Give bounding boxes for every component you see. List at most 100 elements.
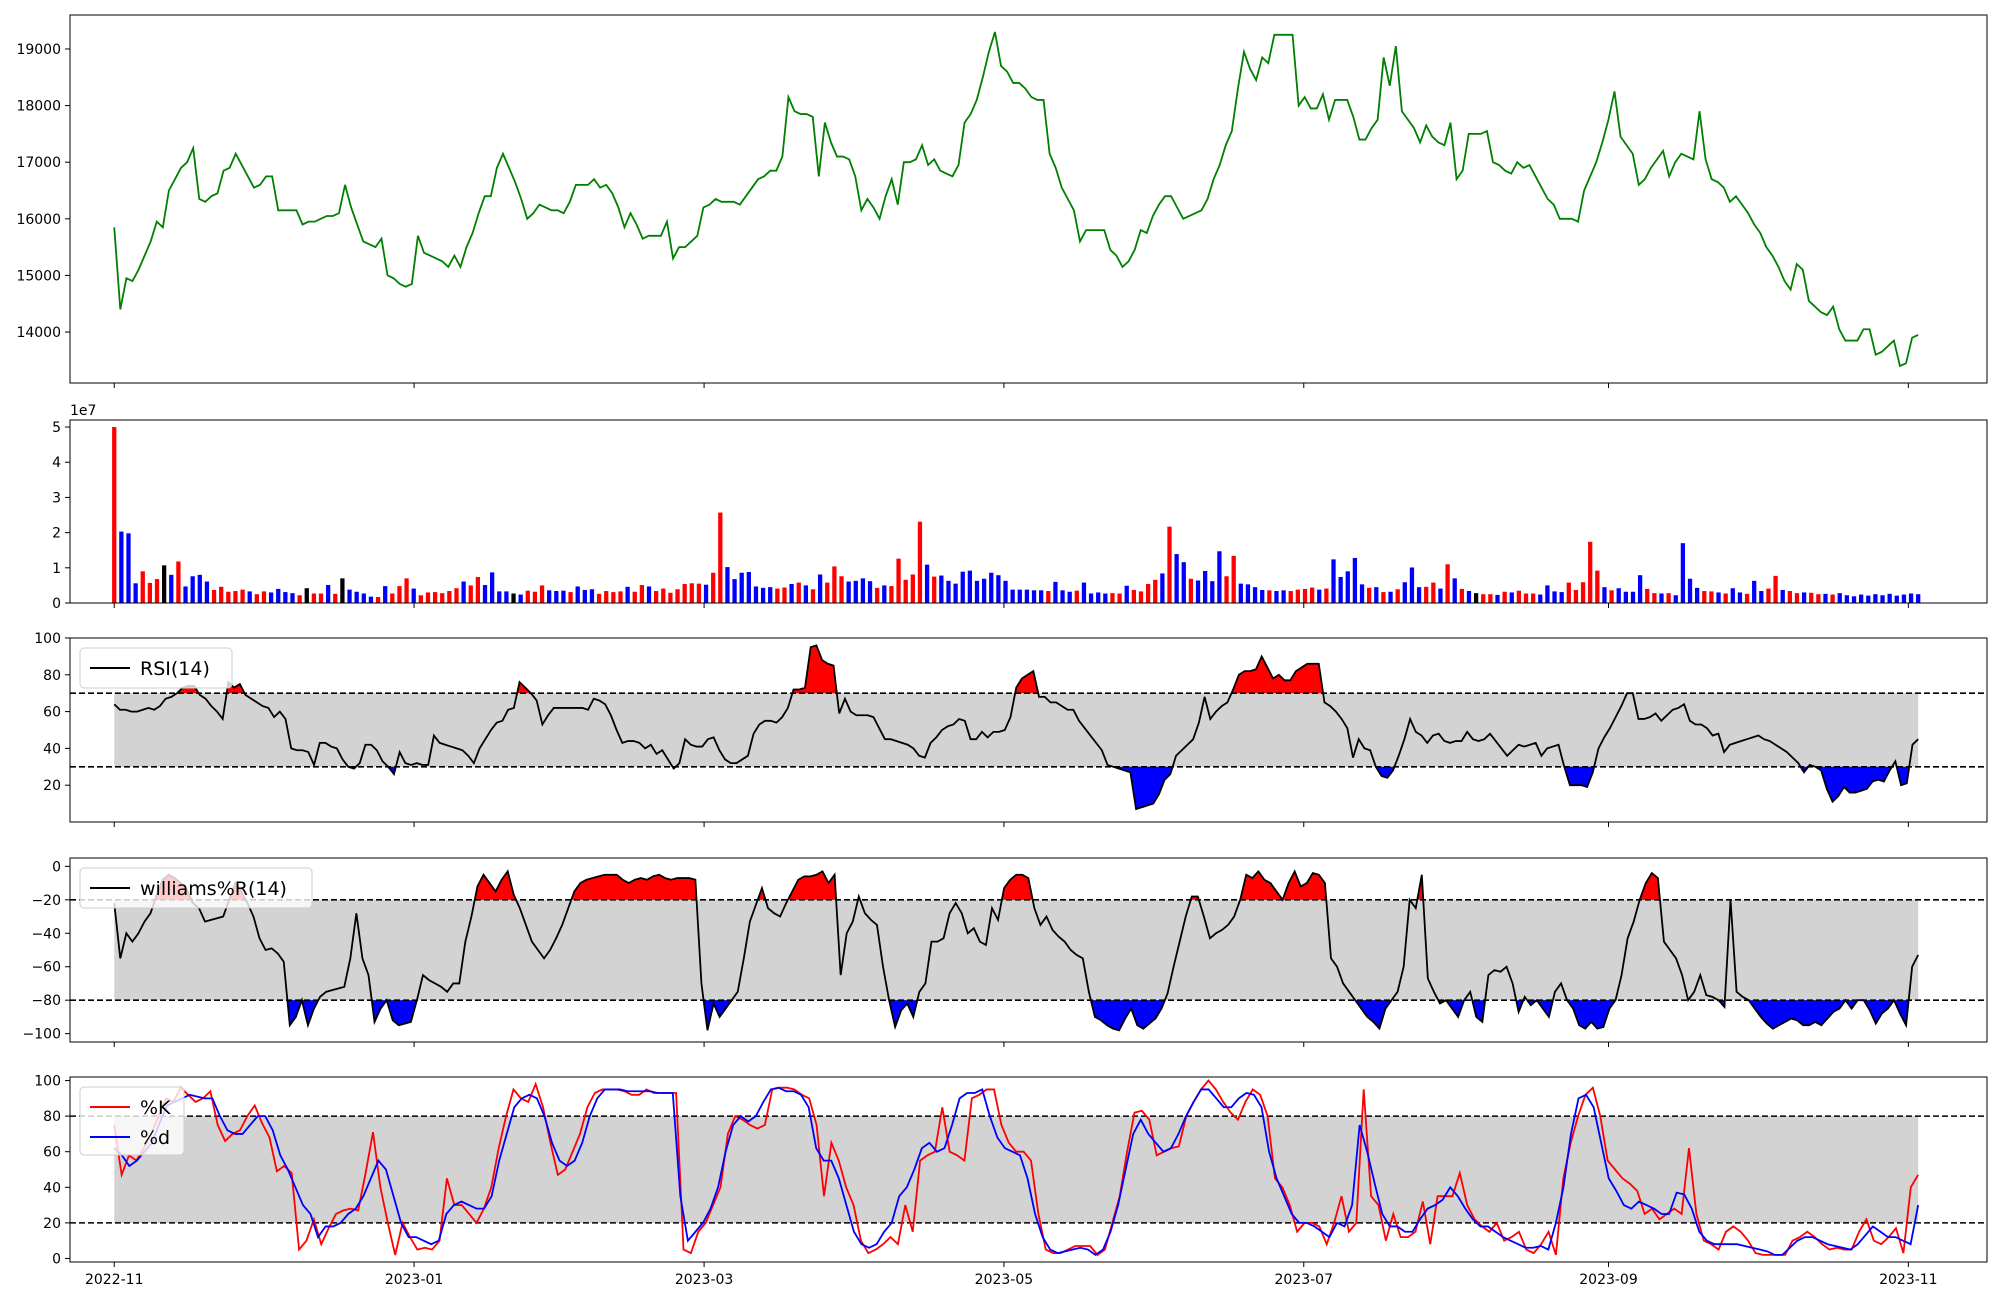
volume-bar bbox=[1117, 594, 1121, 604]
volume-bar bbox=[1695, 588, 1699, 603]
volume-bar bbox=[1602, 587, 1606, 603]
volume-bar bbox=[133, 583, 137, 603]
volume-bar bbox=[1702, 591, 1706, 603]
volume-bar bbox=[1895, 596, 1899, 603]
volume-bar bbox=[1880, 595, 1884, 603]
volume-bar bbox=[1488, 594, 1492, 603]
volume-bar bbox=[1552, 591, 1556, 603]
volume-bar bbox=[1588, 542, 1592, 603]
volume-bar bbox=[1182, 562, 1186, 603]
volume-bar bbox=[1388, 592, 1392, 603]
volume-bar bbox=[554, 591, 558, 603]
xtick-label: 2023-09 bbox=[1579, 1272, 1638, 1288]
volume-bar bbox=[868, 581, 872, 603]
price-line bbox=[114, 32, 1918, 366]
volume-bar bbox=[1018, 590, 1022, 603]
volume-bar bbox=[1781, 590, 1785, 603]
2-ytick-label: 40 bbox=[43, 741, 61, 757]
volume-bar bbox=[1438, 589, 1442, 603]
volume-bar bbox=[775, 589, 779, 603]
volume-bar bbox=[1160, 573, 1164, 603]
volume-bar bbox=[918, 522, 922, 603]
volume-bar bbox=[683, 584, 687, 603]
volume-bar bbox=[1538, 595, 1542, 603]
volume-bar bbox=[847, 582, 851, 603]
volume-bar bbox=[1502, 592, 1506, 603]
0-ytick-label: 15000 bbox=[16, 268, 61, 284]
volume-bar bbox=[1574, 590, 1578, 603]
volume-bar bbox=[519, 595, 523, 603]
volume-bar bbox=[255, 594, 259, 603]
volume-bar bbox=[1481, 594, 1485, 603]
volume-bar bbox=[1410, 567, 1414, 603]
volume-bar bbox=[1267, 590, 1271, 603]
volume-bar bbox=[1709, 591, 1713, 603]
volume-bar bbox=[126, 533, 130, 603]
volume-bar bbox=[725, 567, 729, 603]
volume-bar bbox=[1324, 589, 1328, 603]
williams-overbought-fill bbox=[475, 871, 516, 899]
volume-bar bbox=[1495, 595, 1499, 603]
volume-bar bbox=[412, 589, 416, 603]
volume-bar bbox=[1424, 587, 1428, 603]
volume-bar bbox=[818, 574, 822, 603]
volume-bar bbox=[1560, 592, 1564, 603]
volume-bar bbox=[176, 561, 180, 603]
volume-bar bbox=[1011, 590, 1015, 603]
1-ytick-label: 1 bbox=[52, 561, 61, 577]
volume-bar bbox=[198, 575, 202, 603]
volume-bar bbox=[326, 585, 330, 603]
volume-bar bbox=[362, 594, 366, 604]
volume-bar bbox=[119, 532, 123, 603]
0-ytick-label: 19000 bbox=[16, 42, 61, 58]
volume-frame bbox=[70, 420, 1987, 603]
volume-bar bbox=[1089, 594, 1093, 604]
1-ytick-label: 5 bbox=[52, 420, 61, 436]
volume-bar bbox=[205, 582, 209, 603]
volume-bar bbox=[1353, 558, 1357, 603]
volume-bar bbox=[1003, 581, 1007, 603]
volume-bar bbox=[925, 565, 929, 603]
volume-bar bbox=[1175, 554, 1179, 603]
volume-bar bbox=[661, 589, 665, 603]
volume-bar bbox=[839, 576, 843, 603]
4-ytick-label: 100 bbox=[34, 1074, 61, 1090]
volume-bar bbox=[1232, 556, 1236, 603]
volume-bar bbox=[1360, 584, 1364, 603]
volume-bar bbox=[248, 591, 252, 603]
volume-bar bbox=[968, 571, 972, 603]
volume-bar bbox=[483, 585, 487, 603]
volume-bar bbox=[1617, 588, 1621, 603]
volume-bar bbox=[811, 589, 815, 603]
volume-bar bbox=[1745, 594, 1749, 603]
volume-bar bbox=[1460, 589, 1464, 603]
volume-bar bbox=[1317, 590, 1321, 603]
volume-bar bbox=[1196, 580, 1200, 603]
volume-bar bbox=[1396, 589, 1400, 603]
0-ytick-label: 14000 bbox=[16, 325, 61, 341]
volume-bar bbox=[675, 589, 679, 603]
volume-bar bbox=[319, 594, 323, 604]
volume-bar bbox=[1032, 590, 1036, 603]
volume-bar bbox=[312, 594, 316, 604]
volume-bar bbox=[397, 586, 401, 603]
volume-bar bbox=[1046, 591, 1050, 603]
volume-bar bbox=[754, 586, 758, 603]
volume-bar bbox=[1310, 588, 1314, 603]
volume-bar bbox=[1909, 594, 1913, 604]
volume-bar bbox=[1624, 592, 1628, 603]
volume-bar bbox=[1838, 593, 1842, 603]
volume-bar bbox=[169, 575, 173, 603]
volume-bar bbox=[547, 590, 551, 603]
volume-bar bbox=[1795, 593, 1799, 603]
volume-bar bbox=[832, 566, 836, 603]
volume-bar bbox=[240, 590, 244, 603]
volume-bar bbox=[283, 592, 287, 603]
xtick-label: 2023-05 bbox=[975, 1272, 1034, 1288]
volume-bar bbox=[419, 595, 423, 603]
volume-bar bbox=[1474, 593, 1478, 603]
volume-bar bbox=[1802, 592, 1806, 603]
volume-bar bbox=[1631, 592, 1635, 603]
volume-bar bbox=[583, 590, 587, 603]
volume-bar bbox=[1025, 590, 1029, 603]
